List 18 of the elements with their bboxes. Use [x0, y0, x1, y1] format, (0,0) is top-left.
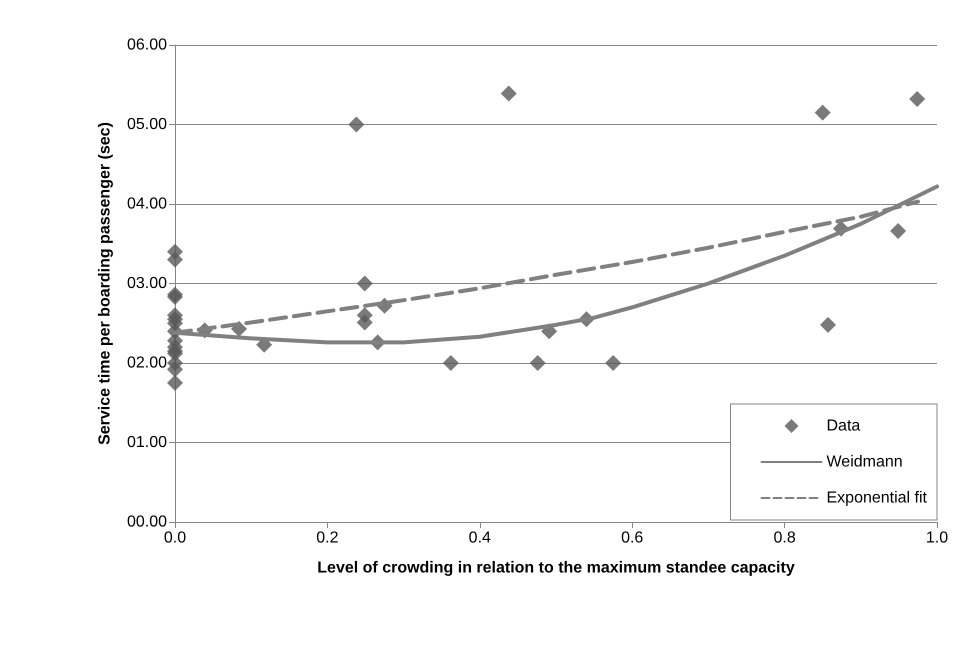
- y-tick-label: 02.00: [126, 354, 168, 372]
- x-tick-label: 0.4: [468, 530, 492, 546]
- y-tick-label: 05.00: [126, 116, 168, 133]
- legend-label: Exponential fit: [826, 490, 928, 506]
- x-tick-label: 0.8: [773, 530, 796, 546]
- y-tick-label: 03.00: [126, 275, 168, 292]
- x-axis-title: Level of crowding in relation to the maximum standee capacity: [317, 560, 795, 576]
- y-tick-label: 00.00: [126, 514, 168, 530]
- legend-label: Weidmann: [826, 454, 903, 470]
- legend-label: Data: [826, 418, 860, 434]
- y-tick-label: 01.00: [126, 434, 168, 451]
- y-axis-title: Service time per boarding passenger (sec): [96, 122, 114, 445]
- x-tick-label: 0.2: [316, 530, 339, 546]
- x-tick-label: 0.6: [621, 530, 644, 546]
- y-tick-label: 04.00: [126, 196, 168, 212]
- y-tick-label: 06.00: [126, 36, 168, 54]
- x-tick-label: 0.0: [164, 530, 186, 546]
- x-tick-label: 1.0: [926, 530, 948, 546]
